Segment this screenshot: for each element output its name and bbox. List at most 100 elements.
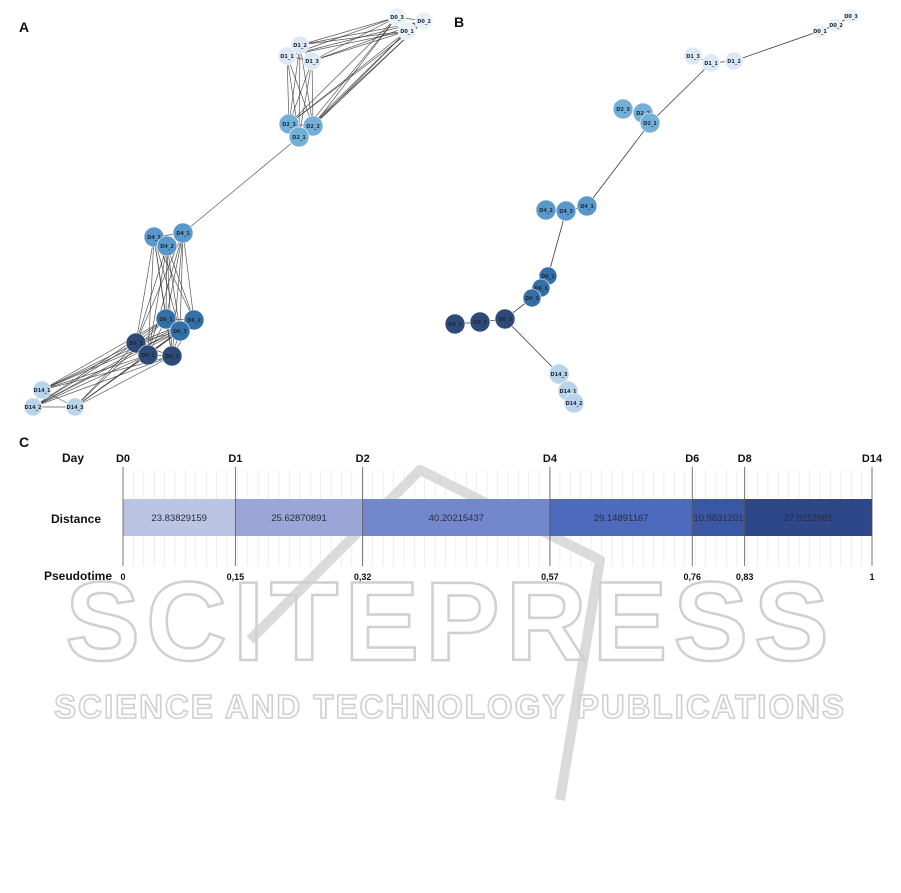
node-circle: [563, 392, 585, 414]
distance-segment: 23.83829159: [123, 499, 236, 536]
panel-a-network: A D0_3 D0_2D0_1 D1_2 D1_1 D1_3 D2_3 D2_2D2_1 D4…: [19, 7, 434, 417]
node-circle: [155, 308, 177, 330]
node-circle: [701, 53, 721, 73]
node-label: D2_3: [282, 122, 296, 128]
edge: [74, 355, 173, 408]
node-circle: [444, 313, 466, 335]
segment-distance-label: 27.0112881: [784, 513, 834, 524]
node-label: D8_2: [129, 341, 143, 347]
panel-c-letter: C: [19, 434, 29, 450]
node-circle: [65, 397, 85, 417]
node-d4-2: D4_2: [156, 235, 178, 257]
panel-a-nodes: D0_3 D0_2D0_1 D1_2 D1_1 D1_3 D2_3 D2_2D2_1 D4_3…: [23, 7, 434, 417]
edge: [41, 342, 137, 391]
edge: [41, 330, 181, 391]
node-d1-2: D1_2: [724, 51, 744, 71]
node-label: D4_1: [176, 231, 190, 237]
segment-bar: [235, 499, 363, 536]
edge: [586, 122, 651, 207]
node-label: D6_1: [534, 286, 548, 292]
node-d0-2: D0_2: [828, 17, 843, 33]
pseudotime-label: 0,83: [736, 572, 754, 582]
node-d1-3: D1_3: [683, 46, 703, 66]
node-d14-2: D14_2: [23, 397, 43, 417]
node-d14-1: D14_1: [32, 380, 52, 400]
node-d0-1: D0_1: [397, 21, 417, 41]
segment-bar: [744, 499, 872, 536]
node-d4-1: D4_1: [172, 222, 194, 244]
edge: [182, 136, 300, 234]
node-d6-1: D6_1: [155, 308, 177, 330]
day-label: D0: [116, 453, 130, 465]
edge: [288, 16, 398, 125]
row-label-pseudotime: Pseudotime: [44, 569, 112, 583]
node-circle: [612, 98, 634, 120]
distance-segment: 25.62870891: [235, 499, 363, 536]
panel-a-edges: [32, 16, 425, 408]
edge: [504, 318, 560, 375]
panel-b-letter: B: [454, 14, 464, 30]
node-label: D14_2: [24, 405, 42, 411]
edge: [299, 30, 408, 46]
edge: [32, 354, 149, 408]
edge: [32, 342, 137, 408]
edge: [286, 55, 314, 127]
watermark-subtitle: SCIENCE AND TECHNOLOGY PUBLICATIONS: [54, 688, 846, 725]
node-d8-3: D8_3: [161, 345, 183, 367]
node-circle: [555, 200, 577, 222]
node-circle: [414, 11, 434, 31]
node-d2-1: D2_1: [639, 112, 661, 134]
node-label: D1_3: [686, 54, 700, 60]
node-label: D6_2: [187, 318, 201, 324]
node-circle: [156, 235, 178, 257]
edge: [182, 232, 195, 321]
node-circle: [290, 35, 310, 55]
edge: [288, 44, 301, 125]
node-circle: [302, 115, 324, 137]
node-label: D0_1: [400, 29, 414, 35]
node-circle: [843, 8, 859, 24]
node-circle: [302, 51, 322, 71]
panel-b-tree: B D0_3D0_2D0_1 D1_3 D1_1 D1_2 D2_3 D2_2 D2_1 D4…: [444, 8, 859, 414]
node-circle: [724, 51, 744, 71]
node-label: D2_1: [292, 135, 306, 141]
panel-b-edges: [454, 15, 852, 404]
node-label: D6_3: [525, 296, 539, 302]
edge: [32, 319, 195, 408]
watermark-title: SCITEPRESS: [65, 559, 835, 684]
node-label: D1_3: [305, 59, 319, 65]
edge: [547, 210, 567, 277]
node-circle: [288, 126, 310, 148]
node-label: D4_3: [559, 209, 573, 215]
segment-distance-label: 23.83829159: [151, 513, 206, 524]
node-d1-1: D1_1: [701, 53, 721, 73]
node-circle: [137, 344, 159, 366]
node-circle: [576, 195, 598, 217]
edge: [74, 342, 137, 408]
panel-b-nodes: D0_3D0_2D0_1 D1_3 D1_1 D1_2 D2_3 D2_2 D2_1 D4_2…: [444, 8, 859, 414]
day-label: D1: [228, 453, 242, 465]
node-label: D0_2: [417, 19, 431, 25]
node-label: D1_1: [280, 54, 294, 60]
edge: [74, 330, 181, 408]
edge: [32, 318, 167, 408]
segment-bar: [692, 499, 745, 536]
node-circle: [277, 46, 297, 66]
node-d1-3: D1_3: [302, 51, 322, 71]
distance-segment: 29.14891167: [549, 499, 693, 536]
node-label: D0_3: [844, 14, 858, 20]
edge: [41, 318, 167, 391]
edge: [135, 245, 168, 344]
node-label: D2_1: [643, 121, 657, 127]
node-label: D6_3: [173, 329, 187, 335]
node-d14-2: D14_2: [563, 392, 585, 414]
node-d4-3: D4_3: [555, 200, 577, 222]
edge: [733, 30, 821, 62]
edge: [74, 318, 167, 408]
node-circle: [161, 345, 183, 367]
node-circle: [172, 222, 194, 244]
node-label: D8_1: [141, 353, 155, 359]
segment-distance-label: 40.20215437: [429, 513, 484, 524]
segment-bar: [123, 499, 236, 536]
